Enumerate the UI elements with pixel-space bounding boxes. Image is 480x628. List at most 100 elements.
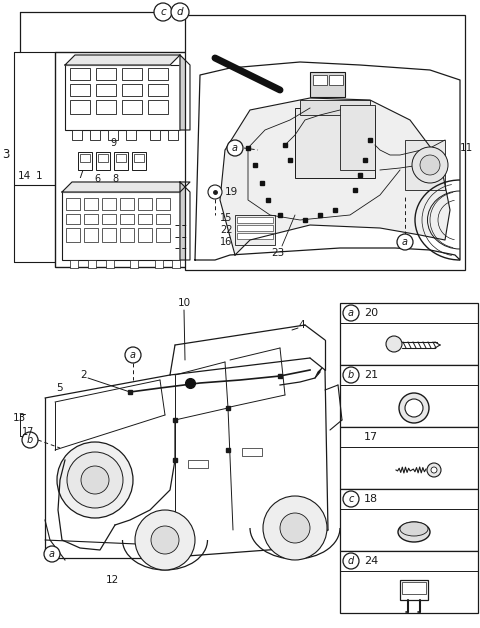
Bar — [300, 100, 370, 115]
Text: 18: 18 — [364, 494, 378, 504]
Bar — [66, 214, 80, 224]
Polygon shape — [180, 55, 190, 130]
Circle shape — [67, 452, 123, 508]
Text: 7: 7 — [77, 170, 83, 180]
Circle shape — [208, 185, 222, 199]
Bar — [150, 130, 160, 140]
Bar — [84, 228, 98, 242]
Text: a: a — [402, 237, 408, 247]
Text: 11: 11 — [460, 143, 473, 153]
Polygon shape — [62, 182, 190, 192]
Text: 4: 4 — [298, 320, 305, 330]
Text: a: a — [49, 549, 55, 559]
Bar — [193, 245, 197, 250]
Bar — [340, 489, 478, 551]
Text: 2: 2 — [80, 370, 86, 380]
Bar — [102, 198, 116, 210]
Bar — [235, 215, 275, 245]
Bar — [329, 75, 343, 85]
Text: 12: 12 — [106, 575, 119, 585]
Bar — [200, 233, 204, 238]
Bar — [106, 260, 114, 268]
Bar — [242, 448, 262, 456]
Circle shape — [386, 336, 402, 352]
Ellipse shape — [398, 522, 430, 542]
Bar — [191, 218, 215, 227]
Text: a: a — [232, 143, 238, 153]
Text: 5: 5 — [56, 383, 63, 393]
Circle shape — [44, 546, 60, 562]
Bar — [138, 228, 152, 242]
Circle shape — [399, 393, 429, 423]
Bar — [237, 233, 273, 239]
Circle shape — [154, 3, 172, 21]
Text: d: d — [348, 556, 354, 566]
Bar — [96, 84, 116, 96]
Text: 20: 20 — [364, 308, 378, 318]
Circle shape — [280, 513, 310, 543]
Text: 16: 16 — [220, 237, 232, 247]
Bar — [191, 242, 215, 251]
Circle shape — [412, 147, 448, 183]
Bar — [295, 108, 375, 178]
Circle shape — [427, 463, 441, 477]
Bar — [148, 100, 168, 114]
Bar — [185, 15, 465, 270]
Text: a: a — [130, 350, 136, 360]
Text: a: a — [348, 308, 354, 318]
Bar — [237, 225, 273, 231]
Bar — [156, 228, 170, 242]
Text: 19: 19 — [225, 187, 238, 197]
Text: 17: 17 — [22, 427, 35, 437]
Bar — [310, 72, 345, 97]
Polygon shape — [195, 62, 460, 260]
Bar — [207, 245, 211, 250]
Bar — [340, 303, 478, 365]
Circle shape — [171, 3, 189, 21]
Circle shape — [420, 155, 440, 175]
Bar — [80, 154, 90, 162]
Bar — [98, 154, 108, 162]
Bar — [66, 198, 80, 210]
Bar — [138, 198, 152, 210]
Bar — [132, 152, 146, 170]
Bar — [96, 68, 116, 80]
Circle shape — [343, 305, 359, 321]
Bar — [237, 217, 273, 223]
Bar — [138, 214, 152, 224]
Text: d: d — [177, 7, 183, 17]
Bar — [70, 260, 78, 268]
Bar — [84, 198, 98, 210]
Bar — [134, 154, 144, 162]
Bar — [70, 100, 90, 114]
Circle shape — [135, 510, 195, 570]
Bar — [120, 228, 134, 242]
Circle shape — [405, 399, 423, 417]
Polygon shape — [65, 55, 180, 65]
Circle shape — [431, 467, 437, 473]
Bar — [172, 260, 180, 268]
Text: 8: 8 — [112, 174, 118, 184]
Bar — [405, 140, 445, 190]
Bar — [122, 100, 142, 114]
Bar — [62, 192, 180, 260]
Bar — [122, 68, 142, 80]
Bar — [102, 228, 116, 242]
Text: b: b — [348, 370, 354, 380]
Text: 3: 3 — [2, 148, 10, 161]
Polygon shape — [180, 182, 190, 260]
Text: 22: 22 — [220, 225, 232, 235]
Bar — [120, 198, 134, 210]
Bar — [114, 152, 128, 170]
Polygon shape — [220, 98, 450, 255]
Bar — [108, 130, 118, 140]
Bar — [72, 130, 82, 140]
Text: 13: 13 — [13, 413, 26, 423]
Circle shape — [343, 491, 359, 507]
Text: 10: 10 — [178, 298, 191, 308]
Bar — [313, 75, 327, 85]
Bar — [130, 260, 138, 268]
Bar — [193, 233, 197, 238]
Bar — [65, 65, 180, 130]
Bar — [193, 221, 197, 226]
